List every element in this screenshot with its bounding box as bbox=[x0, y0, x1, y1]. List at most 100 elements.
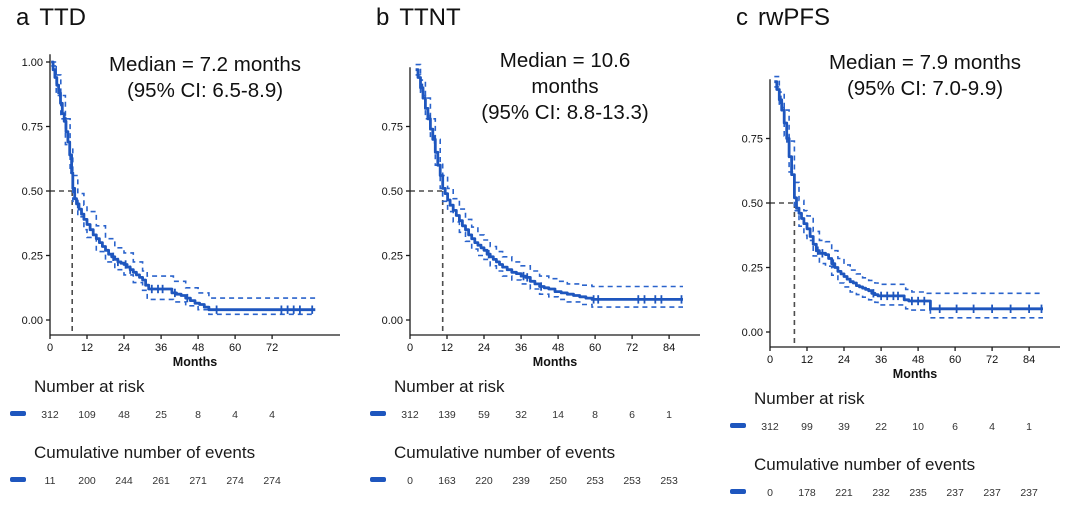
number-at-risk-value: 48 bbox=[118, 409, 130, 421]
x-axis-title: Months bbox=[533, 355, 577, 369]
cumulative-events-value: 163 bbox=[438, 475, 456, 487]
cumulative-events-table: Cumulative number of events 0 178 221 232 235… bbox=[730, 455, 1038, 499]
median-reference-lines bbox=[770, 202, 796, 347]
number-at-risk-value: 4 bbox=[232, 409, 238, 421]
number-at-risk-value: 14 bbox=[552, 409, 564, 421]
x-tick-label: 48 bbox=[552, 342, 564, 354]
number-at-risk-table: Number at risk 312 99 39 22 10 6 4 1 bbox=[730, 389, 1032, 433]
x-tick-label: 36 bbox=[155, 342, 167, 354]
cumulative-events-value: 237 bbox=[946, 487, 964, 499]
y-tick-label: 0.50 bbox=[382, 186, 403, 198]
x-tick-label: 0 bbox=[47, 342, 53, 354]
number-at-risk-value: 4 bbox=[989, 421, 995, 433]
panel-name: TTD bbox=[39, 4, 87, 31]
median-annotation-ttnt: Median = 10.6 months (95% CI: 8.8-13.3) bbox=[415, 48, 715, 126]
cumulative-events-value: 235 bbox=[909, 487, 927, 499]
y-tick-label: 0.75 bbox=[742, 133, 763, 145]
cumulative-events-value: 253 bbox=[623, 475, 641, 487]
number-at-risk-value: 6 bbox=[629, 409, 635, 421]
cumulative-events-value: 274 bbox=[226, 475, 244, 487]
y-tick-label: 1.00 bbox=[22, 57, 43, 69]
number-at-risk-value: 1 bbox=[1026, 421, 1032, 433]
cumulative-events-value: 250 bbox=[549, 475, 567, 487]
annotation-line: (95% CI: 7.0-9.9) bbox=[846, 77, 1004, 100]
cumulative-events-label: Cumulative number of events bbox=[394, 443, 615, 462]
number-at-risk-value: 32 bbox=[515, 409, 527, 421]
strata-key-icon bbox=[370, 477, 386, 482]
x-tick-label: 12 bbox=[801, 354, 813, 366]
cumulative-events-label: Cumulative number of events bbox=[754, 455, 975, 474]
cumulative-events-value: 178 bbox=[798, 487, 816, 499]
x-tick-label: 60 bbox=[589, 342, 601, 354]
y-tick-label: 0.50 bbox=[742, 198, 763, 210]
median-reference-lines bbox=[410, 190, 444, 335]
y-axis-ticks: 0.00 0.25 0.50 0.75 bbox=[742, 133, 770, 339]
panel-ttnt: b TTNT Median = 10.6 months (95% CI: 8.8-… bbox=[360, 0, 720, 512]
number-at-risk-value: 22 bbox=[875, 421, 887, 433]
y-tick-label: 0.00 bbox=[742, 327, 763, 339]
x-tick-label: 24 bbox=[118, 342, 130, 354]
cumulative-events-value: 0 bbox=[407, 475, 413, 487]
number-at-risk-value: 312 bbox=[761, 421, 779, 433]
x-axis-ticks: 0 12 24 36 48 60 72 bbox=[47, 335, 278, 354]
y-tick-label: 0.50 bbox=[22, 186, 43, 198]
cumulative-events-value: 271 bbox=[189, 475, 207, 487]
number-at-risk-value: 1 bbox=[666, 409, 672, 421]
ci-lower-curve bbox=[774, 86, 1043, 319]
number-at-risk-value: 39 bbox=[838, 421, 850, 433]
censor-marks bbox=[421, 83, 683, 304]
number-at-risk-value: 4 bbox=[269, 409, 275, 421]
censor-marks bbox=[779, 95, 1043, 313]
strata-key-icon bbox=[730, 423, 746, 428]
x-tick-label: 60 bbox=[949, 354, 961, 366]
cumulative-events-value: 200 bbox=[78, 475, 96, 487]
panel-title-rwpfs: c rwPFS bbox=[736, 4, 830, 32]
ci-upper-curve bbox=[51, 61, 316, 299]
confidence-interval-band bbox=[774, 75, 1043, 319]
number-at-risk-value: 109 bbox=[78, 409, 96, 421]
annotation-line: Median = 7.9 months bbox=[828, 51, 1022, 74]
panel-letter: a bbox=[16, 4, 30, 31]
x-tick-label: 24 bbox=[838, 354, 850, 366]
strata-key-icon bbox=[10, 411, 26, 416]
km-curve bbox=[415, 68, 683, 301]
ci-upper-curve bbox=[774, 75, 1043, 295]
cumulative-events-value: 232 bbox=[872, 487, 890, 499]
y-axis-ticks: 0.00 0.25 0.50 0.75 bbox=[382, 121, 410, 327]
panel-title-ttd: a TTD bbox=[16, 4, 86, 32]
number-at-risk-label: Number at risk bbox=[754, 389, 865, 408]
number-at-risk-value: 312 bbox=[41, 409, 59, 421]
panel-name: rwPFS bbox=[758, 4, 830, 31]
cumulative-events-value: 261 bbox=[152, 475, 170, 487]
axes bbox=[49, 54, 340, 336]
cumulative-events-label: Cumulative number of events bbox=[34, 443, 255, 462]
x-tick-label: 12 bbox=[81, 342, 93, 354]
annotation-line: Median = 10.6 bbox=[499, 49, 631, 72]
number-at-risk-value: 312 bbox=[401, 409, 419, 421]
ci-upper-curve bbox=[415, 63, 683, 288]
panel-rwpfs: c rwPFS Median = 7.9 months (95% CI: 7.0-… bbox=[720, 0, 1080, 512]
number-at-risk-table: Number at risk 312 109 48 25 8 4 4 bbox=[10, 377, 275, 421]
cumulative-events-table: Cumulative number of events 0 163 220 239 250… bbox=[370, 443, 678, 487]
cumulative-events-value: 244 bbox=[115, 475, 133, 487]
y-tick-label: 0.25 bbox=[22, 250, 43, 262]
x-axis-ticks: 0 12 24 36 48 60 72 84 bbox=[407, 335, 675, 354]
cumulative-events-value: 253 bbox=[660, 475, 678, 487]
km-svg-ttd: 0.000.250.500.751.000 12 24 36 48 60 72MonthsN… bbox=[10, 54, 340, 487]
cumulative-events-value: 220 bbox=[475, 475, 493, 487]
x-tick-label: 72 bbox=[266, 342, 278, 354]
cumulative-events-value: 221 bbox=[835, 487, 853, 499]
number-at-risk-value: 8 bbox=[195, 409, 201, 421]
y-tick-label: 0.00 bbox=[382, 315, 403, 327]
median-reference-lines bbox=[50, 190, 73, 335]
km-svg-ttnt: 0.000.250.500.750 12 24 36 48 60 72 84MonthsNum… bbox=[370, 63, 700, 487]
panel-name: TTNT bbox=[399, 4, 461, 31]
cumulative-events-table: Cumulative number of events 11 200 244 261 27… bbox=[10, 443, 281, 487]
censor-marks bbox=[59, 88, 314, 314]
number-at-risk-table: Number at risk 312 139 59 32 14 8 6 1 bbox=[370, 377, 672, 421]
number-at-risk-value: 99 bbox=[801, 421, 813, 433]
number-at-risk-value: 8 bbox=[592, 409, 598, 421]
x-axis-title: Months bbox=[893, 367, 937, 381]
cumulative-events-value: 239 bbox=[512, 475, 530, 487]
x-tick-label: 72 bbox=[986, 354, 998, 366]
